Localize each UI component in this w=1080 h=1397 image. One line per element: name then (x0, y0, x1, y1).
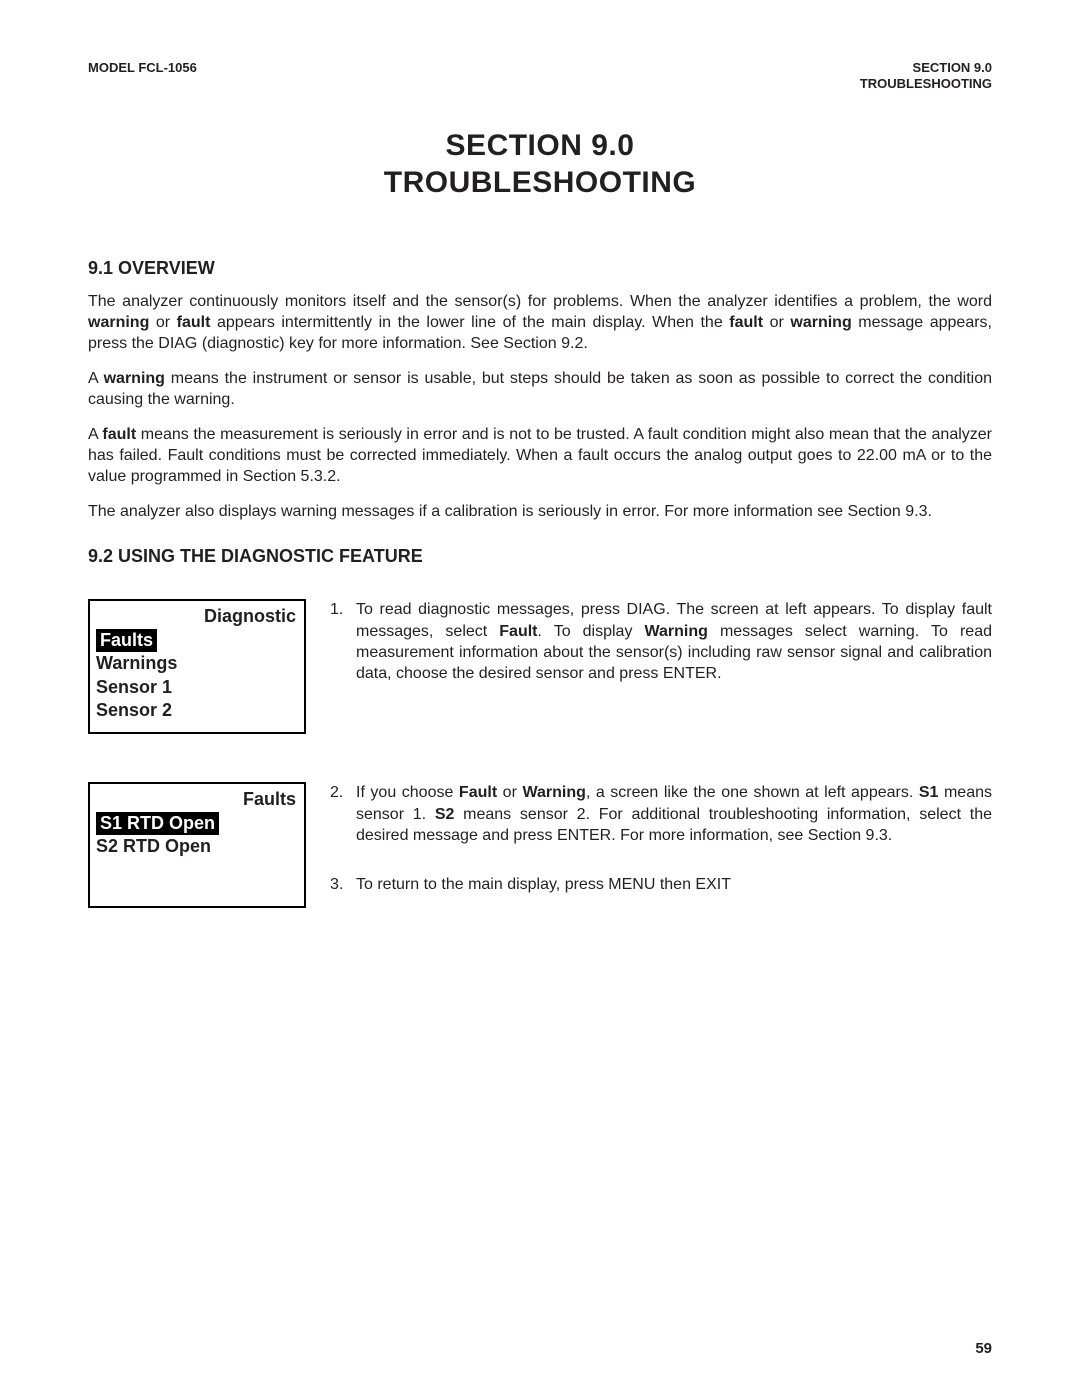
step-2-number: 2. (330, 782, 356, 845)
page-title: SECTION 9.0 TROUBLESHOOTING (88, 127, 992, 202)
steps-block-1: 1. To read diagnostic messages, press DI… (330, 599, 992, 701)
lcd-faults: Faults S1 RTD Open S2 RTD Open (88, 782, 306, 908)
lcd2-title: Faults (96, 788, 298, 811)
document-page: MODEL FCL-1056 SECTION 9.0 TROUBLESHOOTI… (0, 0, 1080, 1397)
header-right: SECTION 9.0 TROUBLESHOOTING (860, 60, 992, 93)
header-left: MODEL FCL-1056 (88, 60, 197, 93)
lcd-diagnostic: Diagnostic Faults Warnings Sensor 1 Sens… (88, 599, 306, 734)
lcd2-row-selected: S1 RTD Open (96, 812, 298, 835)
step-3-number: 3. (330, 874, 356, 895)
lcd2-row-2: S2 RTD Open (96, 835, 298, 858)
paragraph-2: A warning means the instrument or sensor… (88, 368, 992, 410)
section-9-2-heading: 9.2 USING THE DIAGNOSTIC FEATURE (88, 546, 992, 567)
lcd1-title: Diagnostic (96, 605, 298, 628)
page-number: 59 (975, 1340, 992, 1357)
feature-row-1: Diagnostic Faults Warnings Sensor 1 Sens… (88, 599, 992, 734)
lcd1-row-2: Warnings (96, 652, 298, 675)
paragraph-1: The analyzer continuously monitors itsel… (88, 291, 992, 354)
feature-row-2: Faults S1 RTD Open S2 RTD Open 2. If you… (88, 782, 992, 912)
step-1: 1. To read diagnostic messages, press DI… (330, 599, 992, 683)
step-3-body: To return to the main display, press MEN… (356, 874, 992, 895)
paragraph-3: A fault means the measurement is serious… (88, 424, 992, 487)
header-right-line2: TROUBLESHOOTING (860, 76, 992, 92)
paragraph-4: The analyzer also displays warning messa… (88, 501, 992, 522)
step-3: 3. To return to the main display, press … (330, 874, 992, 895)
page-header: MODEL FCL-1056 SECTION 9.0 TROUBLESHOOTI… (88, 60, 992, 93)
step-2: 2. If you choose Fault or Warning, a scr… (330, 782, 992, 845)
lcd1-row-3: Sensor 1 (96, 676, 298, 699)
title-line-2: TROUBLESHOOTING (88, 164, 992, 202)
step-1-number: 1. (330, 599, 356, 683)
lcd1-row-4: Sensor 2 (96, 699, 298, 722)
steps-block-2: 2. If you choose Fault or Warning, a scr… (330, 782, 992, 912)
title-line-1: SECTION 9.0 (88, 127, 992, 165)
section-9-1-heading: 9.1 OVERVIEW (88, 258, 992, 279)
header-right-line1: SECTION 9.0 (860, 60, 992, 76)
step-1-body: To read diagnostic messages, press DIAG.… (356, 599, 992, 683)
lcd1-row-selected: Faults (96, 629, 298, 652)
step-2-body: If you choose Fault or Warning, a screen… (356, 782, 992, 845)
